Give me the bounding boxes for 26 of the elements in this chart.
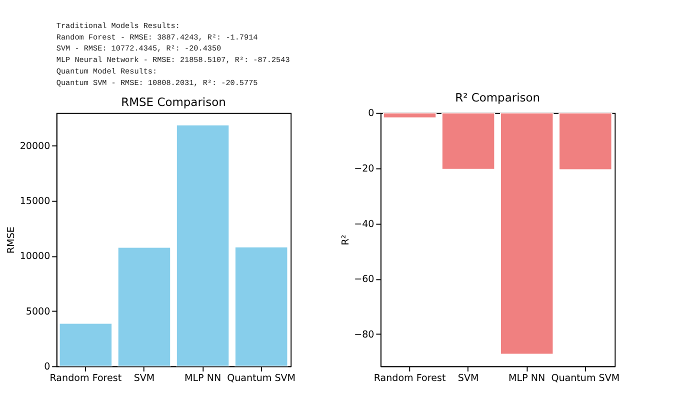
y-tick-label: 5000 (26, 306, 50, 318)
y-axis-title: RMSE (6, 226, 18, 254)
x-tick-label: SVM (134, 373, 155, 384)
bar (234, 246, 288, 366)
y-tick-label: 20000 (20, 140, 50, 152)
y-tick-label: 10000 (20, 251, 50, 262)
bar (58, 322, 113, 366)
x-tick-label: Random Forest (50, 373, 122, 384)
y-axis-title: R² (340, 234, 352, 246)
y-tick-label: 0 (44, 362, 50, 373)
x-tick-label: Random Forest (374, 373, 446, 384)
x-tick-label: SVM (458, 373, 479, 384)
chart-title: R² Comparison (455, 90, 540, 104)
y-tick-label: −80 (354, 329, 374, 340)
y-tick-label: −40 (354, 218, 374, 230)
bar (176, 124, 230, 366)
x-tick-label: Quantum SVM (227, 373, 296, 384)
chart-title: RMSE Comparison (121, 95, 226, 110)
y-tick-label: 15000 (20, 196, 50, 207)
y-tick-label: 0 (368, 108, 374, 120)
x-tick-label: Quantum SVM (551, 373, 620, 384)
y-tick-label: −20 (354, 164, 374, 175)
x-tick-label: MLP NN (508, 373, 546, 384)
y-tick-label: −60 (354, 274, 374, 286)
x-tick-label: MLP NN (184, 373, 222, 384)
bar (117, 246, 172, 366)
